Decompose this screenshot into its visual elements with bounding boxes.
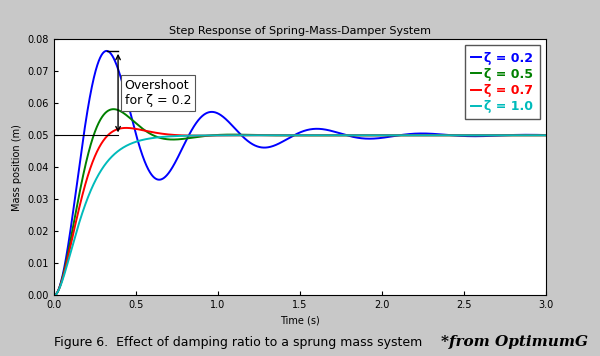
Text: Figure 6.  Effect of damping ratio to a sprung mass system: Figure 6. Effect of damping ratio to a s… <box>54 336 422 349</box>
ζ = 0.5 <box>260 133 268 137</box>
ζ = 0.2 <box>542 133 550 137</box>
ζ = 0.7 <box>136 127 143 132</box>
ζ = 0.5 <box>480 133 487 137</box>
ζ = 0.2 <box>260 146 268 150</box>
Line: ζ = 0.7: ζ = 0.7 <box>54 128 546 295</box>
ζ = 0.7 <box>50 293 58 298</box>
ζ = 0.7 <box>480 133 487 137</box>
ζ = 0.7 <box>107 131 114 135</box>
ζ = 0.7 <box>260 133 268 137</box>
Title: Step Response of Spring-Mass-Damper System: Step Response of Spring-Mass-Damper Syst… <box>169 26 431 36</box>
ζ = 1.0 <box>136 138 143 143</box>
ζ = 0.2 <box>103 49 110 53</box>
ζ = 0.5 <box>50 293 58 298</box>
ζ = 1.0 <box>107 156 114 161</box>
Line: ζ = 0.2: ζ = 0.2 <box>54 51 546 295</box>
ζ = 1.0 <box>50 293 58 298</box>
ζ = 0.2 <box>239 135 247 139</box>
ζ = 0.7 <box>122 126 130 130</box>
Text: Overshoot
for ζ = 0.2: Overshoot for ζ = 0.2 <box>125 79 191 107</box>
ζ = 0.2 <box>533 133 540 137</box>
ζ = 1.0 <box>480 133 487 137</box>
ζ = 0.5 <box>107 108 114 112</box>
ζ = 0.5 <box>533 133 540 137</box>
ζ = 1.0 <box>260 133 268 137</box>
Y-axis label: Mass position (m): Mass position (m) <box>12 124 22 211</box>
ζ = 0.7 <box>239 133 247 137</box>
ζ = 0.5 <box>136 124 143 129</box>
ζ = 0.7 <box>542 133 550 137</box>
ζ = 0.2 <box>136 144 143 148</box>
ζ = 1.0 <box>239 133 246 137</box>
ζ = 0.2 <box>480 134 487 138</box>
ζ = 0.5 <box>542 133 550 137</box>
ζ = 1.0 <box>542 133 550 137</box>
Text: *from OptimumG: *from OptimumG <box>441 335 588 349</box>
ζ = 0.2 <box>107 51 114 55</box>
ζ = 0.5 <box>110 107 117 111</box>
ζ = 0.2 <box>50 293 58 298</box>
Line: ζ = 1.0: ζ = 1.0 <box>54 135 546 295</box>
ζ = 1.0 <box>533 133 540 137</box>
ζ = 0.7 <box>533 133 540 137</box>
ζ = 0.5 <box>239 132 247 137</box>
Line: ζ = 0.5: ζ = 0.5 <box>54 109 546 295</box>
Legend: ζ = 0.2, ζ = 0.5, ζ = 0.7, ζ = 1.0: ζ = 0.2, ζ = 0.5, ζ = 0.7, ζ = 1.0 <box>464 46 540 119</box>
X-axis label: Time (s): Time (s) <box>280 316 320 326</box>
